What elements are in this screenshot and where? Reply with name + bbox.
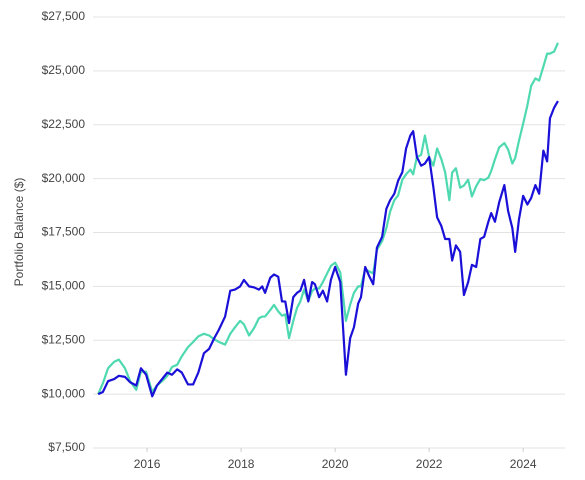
y-axis-label: Portfolio Balance ($) xyxy=(12,178,26,287)
x-tick-label: 2018 xyxy=(228,457,255,471)
y-tick-label: $15,000 xyxy=(42,279,86,293)
x-tick-label: 2022 xyxy=(416,457,443,471)
x-tick-label: 2020 xyxy=(322,457,349,471)
y-tick-label: $27,500 xyxy=(42,9,86,23)
x-tick-label: 2016 xyxy=(134,457,161,471)
y-tick-label: $7,500 xyxy=(48,440,85,454)
y-tick-label: $25,000 xyxy=(42,63,86,77)
data-line xyxy=(97,42,559,395)
y-tick-label: $17,500 xyxy=(42,225,86,239)
y-tick-label: $20,000 xyxy=(42,171,86,185)
y-tick-label: $10,000 xyxy=(42,386,86,400)
x-tick-label: 2024 xyxy=(510,457,537,471)
y-tick-label: $12,500 xyxy=(42,332,86,346)
y-tick-label: $22,500 xyxy=(42,117,86,131)
data-line xyxy=(97,100,559,398)
